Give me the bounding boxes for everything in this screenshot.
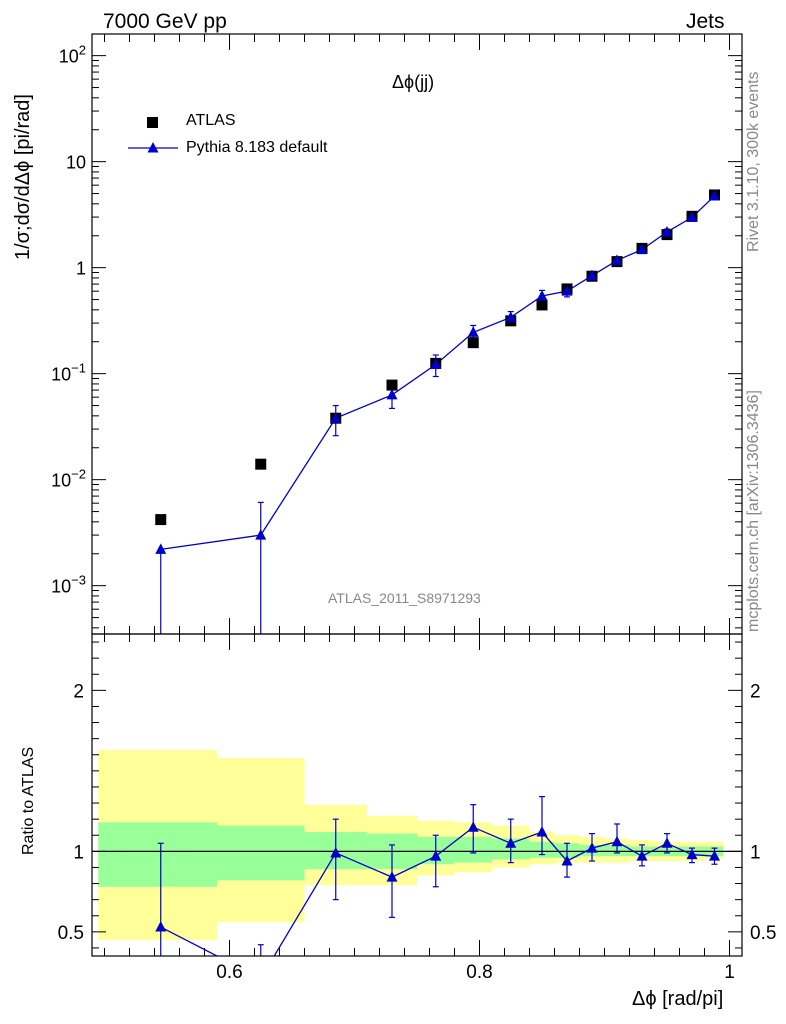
x-tick-label: 1 (724, 962, 735, 983)
mc-series-line (160, 195, 715, 551)
x-axis-label: Δϕ [rad/pi] (632, 988, 724, 1010)
ratio-point (586, 842, 598, 853)
data-point-mc (255, 529, 267, 540)
data-point-mc (586, 269, 598, 281)
upper-y-tick-label: 10−2 (51, 467, 86, 491)
ratio-point (661, 837, 673, 848)
data-point-mc (505, 311, 517, 322)
ratio-point (709, 850, 720, 861)
uncertainty-band-inner (98, 822, 217, 887)
legend-label-atlas: ATLAS (186, 112, 236, 129)
data-point-atlas (155, 514, 167, 526)
data-point-mc (686, 211, 698, 222)
rivet-version-label: Rivet 3.1.10, 300k events (745, 71, 762, 252)
data-point-atlas (386, 379, 398, 391)
lower-y-axis-label: Ratio to ATLAS (20, 746, 37, 855)
upper-y-axis-label: 1/σ;dσ/dΔϕ [pi/rad] (12, 94, 34, 260)
ratio-point (536, 826, 548, 837)
ratio-point (505, 837, 517, 848)
data-point-mc (155, 543, 167, 554)
data-point-mc (330, 412, 342, 423)
upper-y-tick-label: 10 (66, 153, 86, 173)
ratio-point (611, 835, 623, 847)
data-point-mc (611, 254, 623, 265)
ratio-point (155, 921, 167, 932)
upper-y-tick-label: 1 (76, 259, 86, 279)
lower-plot-area (92, 749, 742, 984)
upper-y-tick-label: 102 (59, 43, 86, 67)
legend-marker-pythia (147, 142, 159, 153)
data-point-atlas (536, 299, 548, 311)
lower-y-tick-label: 1 (73, 842, 84, 863)
lower-frame (91, 633, 743, 957)
x-tick-label: 0.6 (216, 962, 242, 983)
ratio-point (255, 973, 266, 984)
data-point-mc (661, 225, 673, 237)
data-point-mc (636, 243, 648, 255)
data-point-mc (536, 290, 548, 301)
ratio-point (386, 871, 398, 882)
ratio-point (686, 848, 698, 860)
lower-y-tick-label-right: 0.5 (750, 923, 776, 944)
lower-y-tick-label: 0.5 (58, 923, 84, 944)
ratio-point (636, 850, 648, 861)
data-point-atlas (255, 458, 267, 470)
data-point-atlas (467, 337, 479, 349)
data-point-mc (430, 358, 442, 370)
ratio-point (467, 821, 479, 832)
data-point-mc (467, 326, 479, 337)
lower-y-tick-label-right: 1 (750, 842, 761, 863)
data-point-mc (561, 285, 573, 296)
plot-title: Δϕ(jj) (392, 72, 435, 92)
lower-y-tick-label: 2 (73, 681, 84, 702)
legend-marker-atlas (147, 117, 158, 128)
header-process-label: 7000 GeV pp (103, 10, 227, 33)
mcplots-reference-label: mcplots.cern.ch [arXiv:1306.3436] (745, 390, 762, 632)
ratio-point (561, 855, 573, 866)
lower-y-tick-label-right: 2 (750, 681, 761, 702)
uncertainty-band-inner (217, 825, 305, 881)
upper-y-tick-label: 10−3 (51, 573, 86, 597)
x-tick-label: 0.8 (466, 962, 492, 983)
legend-label-pythia: Pythia 8.183 default (186, 139, 328, 156)
upper-y-tick-label: 10−1 (51, 361, 86, 385)
data-point-mc (709, 189, 720, 201)
data-point-mc (386, 388, 398, 400)
upper-plot-area (155, 189, 720, 634)
ratio-point (430, 850, 442, 861)
header-category-label: Jets (686, 10, 725, 33)
analysis-watermark: ATLAS_2011_S8971293 (328, 590, 481, 606)
ratio-point (330, 846, 342, 858)
